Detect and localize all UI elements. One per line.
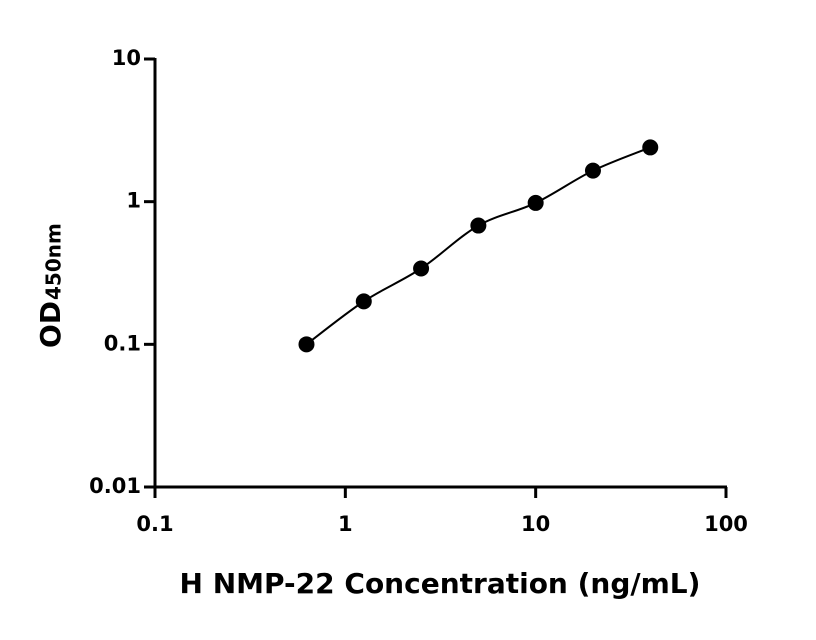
- x-tick-label: 1: [338, 512, 353, 536]
- data-point: [642, 139, 659, 156]
- x-tick-label: 100: [704, 512, 748, 536]
- data-point: [527, 194, 544, 211]
- data-point: [413, 260, 430, 277]
- y-tick-label: 10: [112, 46, 141, 70]
- y-axis-title-subscript: 450nm: [42, 223, 66, 300]
- y-tick-label: 0.1: [104, 331, 141, 355]
- x-axis-title: H NMP-22 Concentration (ng/mL): [180, 567, 701, 600]
- data-point: [355, 293, 372, 310]
- fit-curve: [305, 146, 651, 346]
- x-tick-label: 10: [521, 512, 550, 536]
- y-tick-label: 1: [126, 189, 141, 213]
- data-point: [470, 217, 487, 234]
- y-axis-title: OD: [34, 301, 67, 348]
- data-point: [298, 336, 315, 353]
- x-tick-label: 0.1: [136, 512, 173, 536]
- y-axis-title-group: OD 450nm: [34, 223, 67, 348]
- data-point: [584, 162, 601, 179]
- y-tick-label: 0.01: [89, 474, 141, 498]
